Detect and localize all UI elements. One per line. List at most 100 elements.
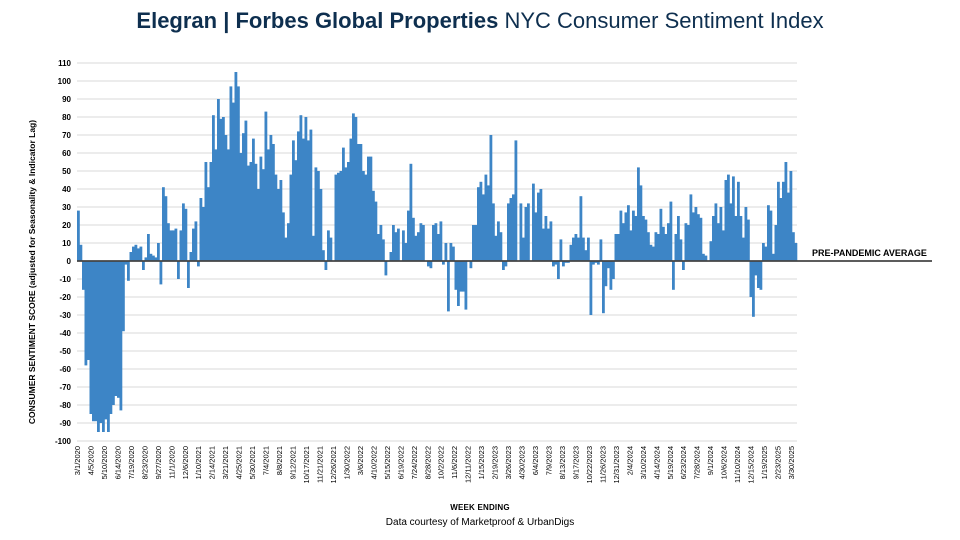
bar [129,252,133,261]
x-tick-label: 7/24/2022 [410,446,419,479]
bar [297,131,300,261]
bar [652,246,655,261]
chart-title: Elegran | Forbes Global Properties NYC C… [0,8,960,34]
x-tick-label: 6/14/2020 [113,446,122,479]
bar [722,230,725,261]
bar [619,210,623,261]
bar [259,156,263,261]
bar [602,261,605,314]
bar [309,129,313,261]
bar [464,261,468,310]
x-tick-label: 10/17/2021 [302,446,311,484]
y-tick-label: 110 [58,59,71,68]
bar [99,261,103,423]
bar [449,243,453,261]
bar [757,261,760,288]
bar [284,237,288,261]
bar [134,244,138,261]
x-tick-label: 9/17/2023 [572,446,581,479]
bar [479,181,483,261]
x-tick-label: 9/12/2021 [289,446,298,479]
x-tick-label: 8/13/2023 [558,446,567,479]
bar [637,167,640,261]
bar [402,230,405,261]
bar [92,261,95,422]
bar [607,261,610,269]
bar [147,234,150,261]
bar [392,225,395,261]
bar [717,223,720,261]
bar [104,261,108,420]
bar [654,232,658,261]
bar [572,237,575,261]
x-tick-label: 7/28/2024 [693,446,702,479]
bar [164,196,168,261]
bar [217,99,220,261]
bar [729,203,733,261]
bar [494,235,498,261]
bar [554,261,558,265]
bar [409,163,413,261]
bar [674,234,678,261]
bar [759,261,763,290]
x-tick-label: 7/9/2023 [545,446,554,475]
y-tick-label: 90 [62,95,71,104]
bar [372,190,375,261]
bar [739,216,743,261]
x-tick-label: 6/23/2024 [679,446,688,479]
bar [154,257,158,261]
bar [354,117,358,261]
bar [459,261,463,292]
bar [597,261,600,265]
bar [374,201,378,261]
bar [117,261,120,398]
x-tick-label: 3/6/2022 [356,446,365,475]
bar [137,248,140,261]
bar [139,246,143,261]
bar [672,261,675,290]
bar [184,208,188,261]
bar [209,162,213,261]
bar [294,160,298,261]
bar [562,261,565,267]
bar [229,86,233,262]
bar [727,174,730,261]
bar [512,194,515,261]
bar [367,156,370,261]
y-tick-label: 30 [62,203,71,212]
y-tick-label: -40 [59,329,71,338]
bar [157,243,160,261]
bar [109,261,113,414]
x-tick-label: 5/10/2020 [100,446,109,479]
bar [552,261,555,267]
bar [764,246,768,261]
bar [382,239,385,261]
bar [499,232,503,261]
bar [347,162,350,261]
y-tick-label: 20 [62,221,71,230]
bar [527,203,530,261]
bar [574,234,578,261]
bar [614,234,618,261]
bar [159,261,163,285]
bar [624,212,628,261]
bar [257,189,260,261]
bar [442,261,445,265]
bar [394,232,398,261]
bar [659,208,663,261]
bar [177,261,180,279]
bar [249,162,253,261]
x-tick-label: 10/22/2023 [585,446,594,484]
bar [287,223,290,261]
bar [634,216,638,261]
bar [592,261,595,265]
bar [719,207,723,261]
bar [627,205,630,261]
bar [329,237,333,261]
bar [482,194,485,261]
x-tick-label: 9/27/2020 [154,446,163,479]
bar [274,174,278,261]
bar [102,261,105,432]
bar [779,198,783,261]
